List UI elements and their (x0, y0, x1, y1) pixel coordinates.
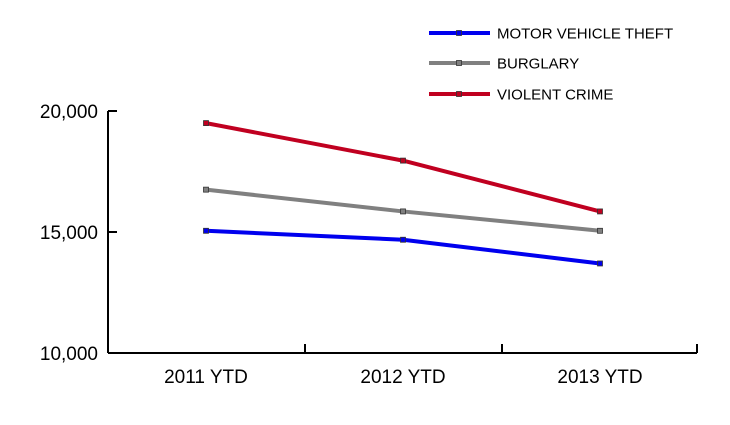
x-tick-label: 2011 YTD (164, 367, 248, 388)
x-tick-label: 2012 YTD (360, 367, 445, 388)
x-tick-label: 2013 YTD (557, 367, 642, 388)
data-point (400, 236, 406, 243)
legend-label: MOTOR VEHICLE THEFT (497, 26, 673, 43)
x-axis: 2011 YTD 2012 YTD 2013 YTD (108, 344, 698, 388)
data-point (597, 260, 603, 267)
data-point (597, 208, 603, 215)
data-point (203, 186, 209, 193)
y-tick-label: 10,000 (40, 344, 98, 365)
legend-label: BURGLARY (497, 56, 579, 73)
legend-swatch-marker (456, 30, 462, 36)
data-point (597, 227, 603, 234)
series-layer (203, 120, 603, 267)
legend-label: VIOLENT CRIME (497, 87, 613, 104)
legend: MOTOR VEHICLE THEFT BURGLARY VIOLENT CRIME (429, 26, 673, 104)
series-line-motor-vehicle-theft (204, 228, 602, 266)
legend-swatch-marker (456, 60, 462, 66)
data-point (203, 227, 209, 234)
data-point (400, 157, 406, 164)
y-tick-label: 15,000 (40, 223, 98, 244)
y-tick-label: 20,000 (40, 102, 98, 123)
data-point (203, 120, 209, 126)
data-point (400, 208, 406, 215)
y-axis: 10,000 15,000 20,000 (40, 102, 117, 365)
legend-swatch-marker (456, 91, 462, 97)
